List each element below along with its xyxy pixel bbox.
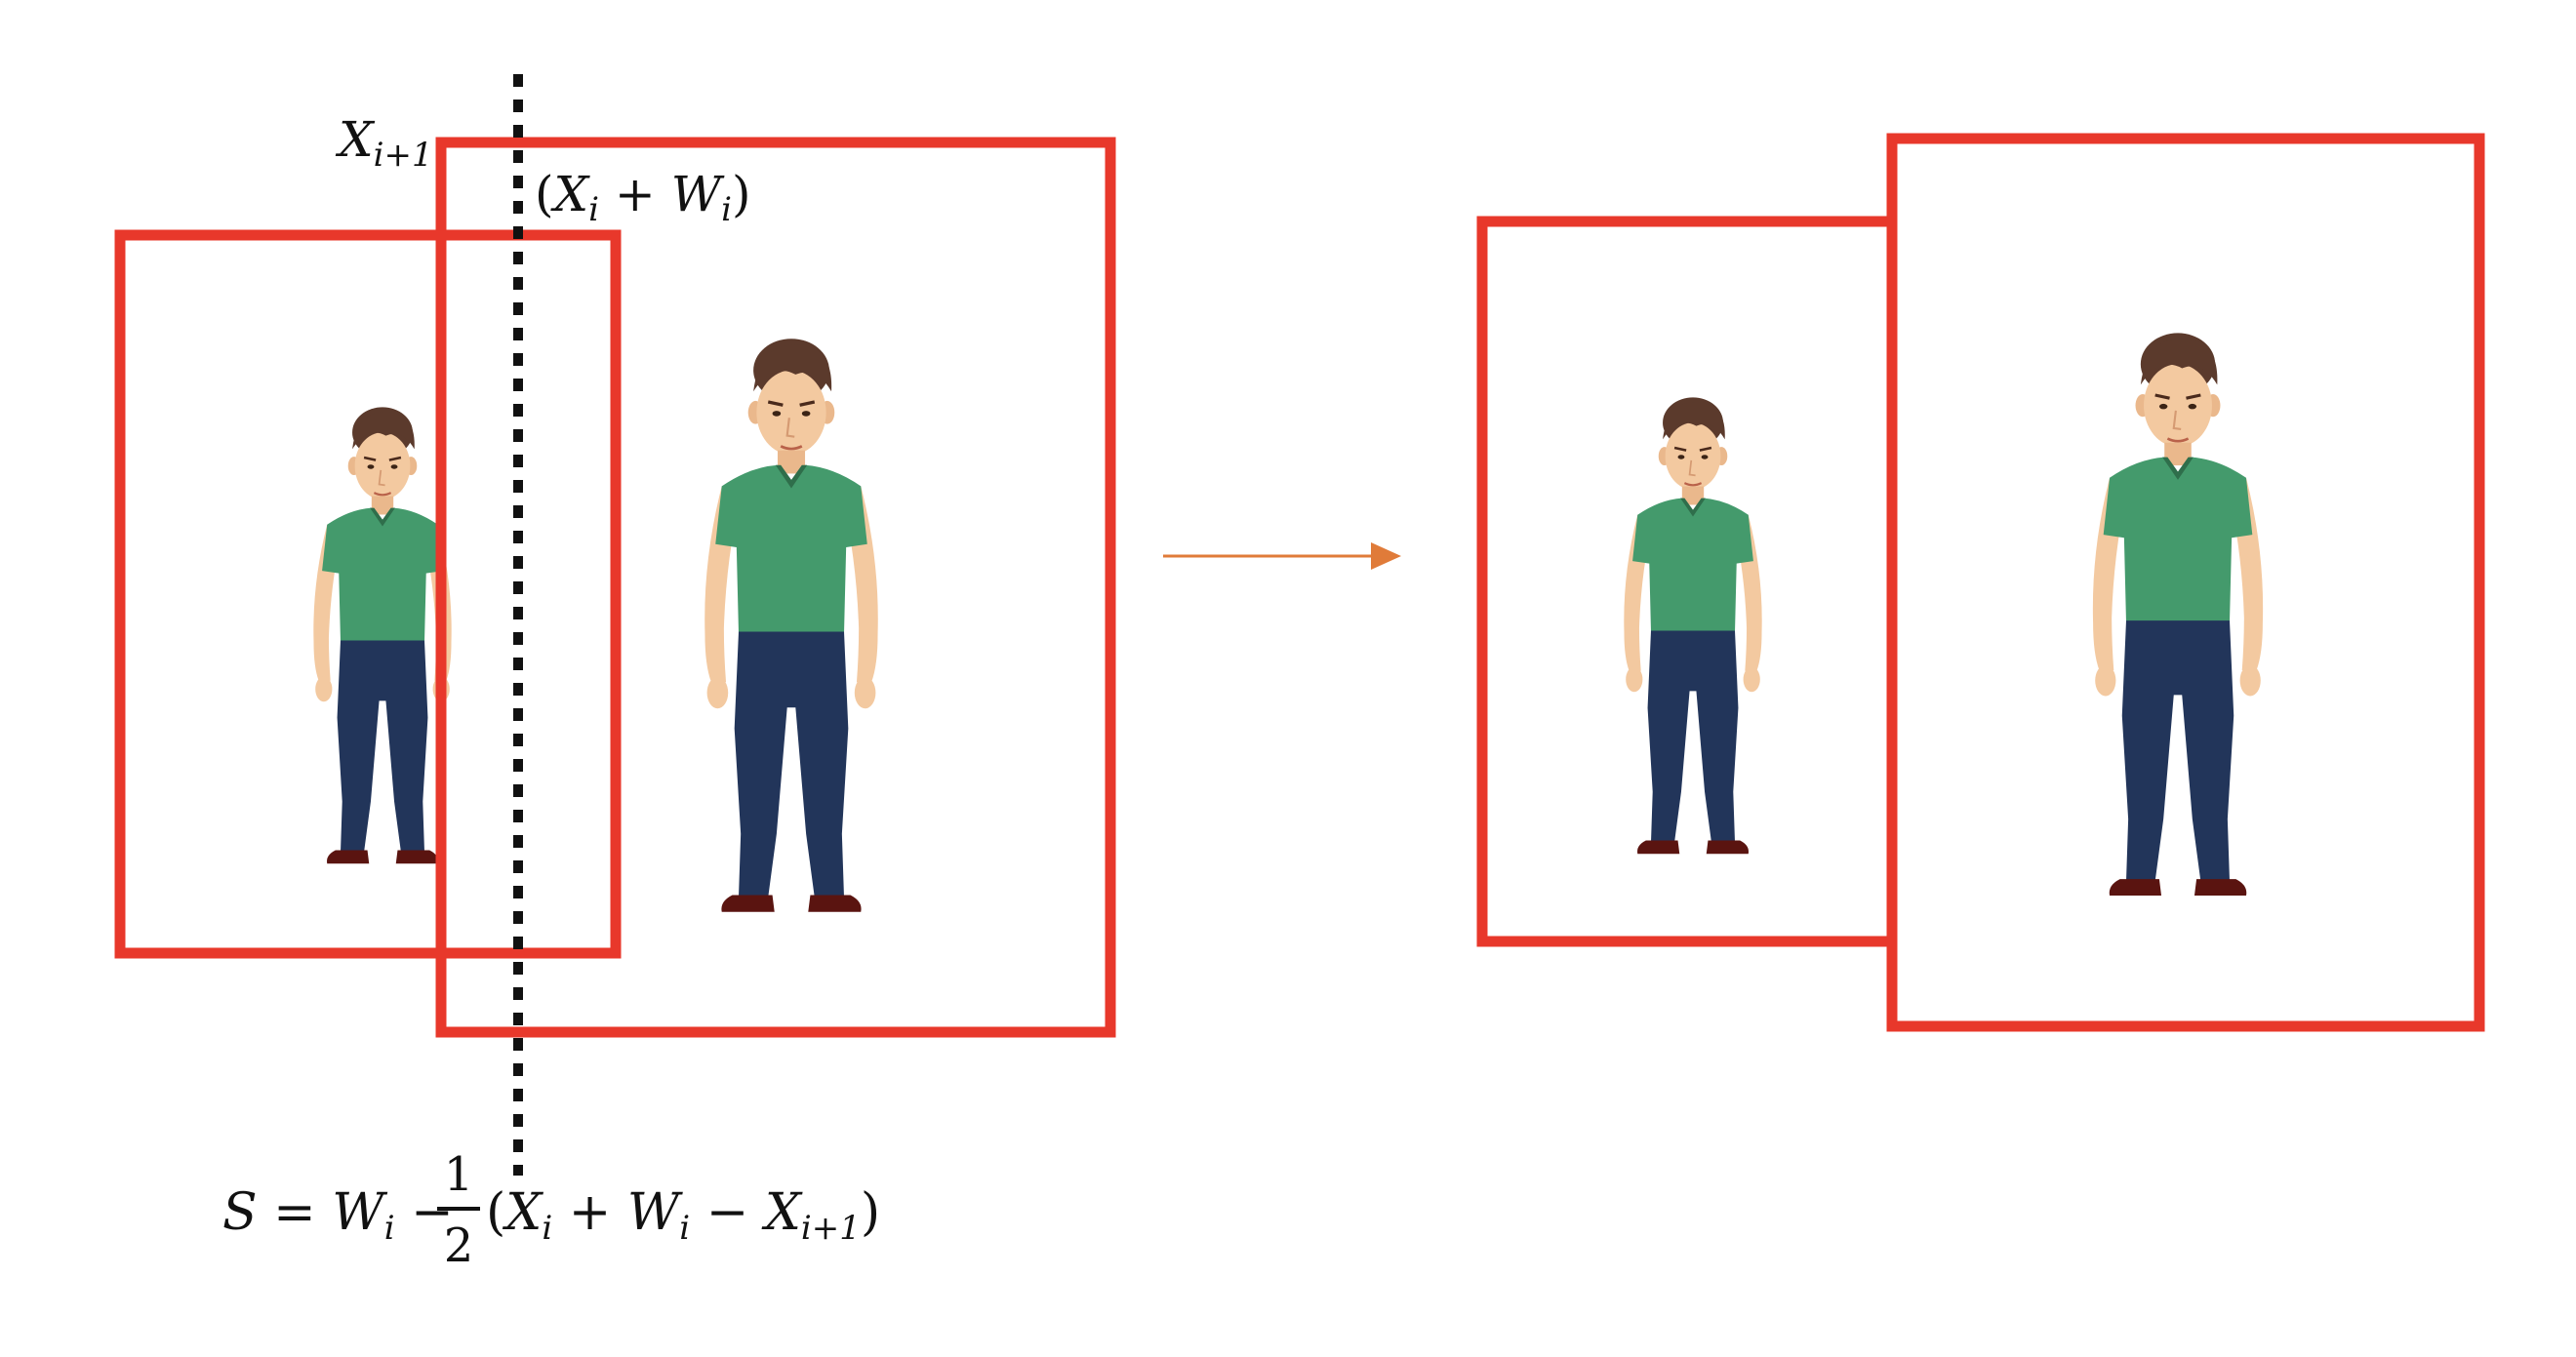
split-formula: S = Wi − 1 2 (Xi + Wi − Xi+1) xyxy=(222,1147,880,1273)
svg-text:(Xi + Wi − Xi+1): (Xi + Wi − Xi+1) xyxy=(486,1183,880,1248)
person-left-large xyxy=(703,337,880,914)
bounding-box-i-plus-1 xyxy=(435,137,1116,1038)
fraction-numerator: 1 xyxy=(444,1147,474,1202)
bounding-box-i xyxy=(114,229,622,959)
fraction-denominator: 2 xyxy=(444,1218,474,1273)
person-right-small xyxy=(1623,396,1763,856)
svg-text:S = Wi −: S = Wi − xyxy=(222,1183,454,1248)
person-right-large xyxy=(2091,331,2265,898)
transition-arrow xyxy=(1163,542,1401,570)
label-x-next: Xi+1 xyxy=(335,111,433,175)
bounding-box-right-large xyxy=(1886,133,2485,1032)
label-x-plus-w: (Xi + Wi) xyxy=(535,166,750,229)
person-left-small xyxy=(312,406,453,865)
